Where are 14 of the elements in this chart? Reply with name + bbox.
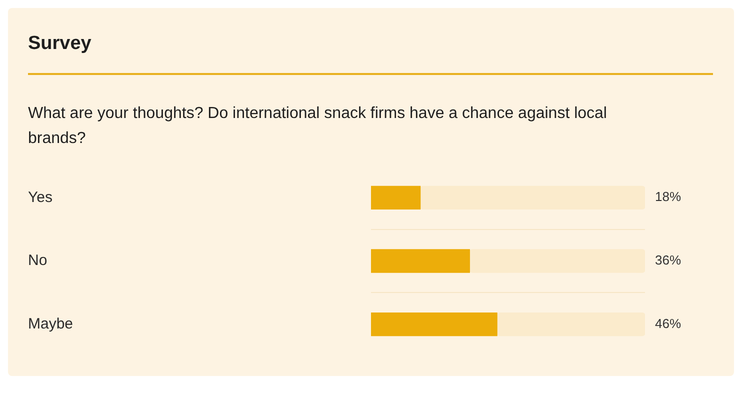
bar [469,249,645,273]
bar [496,312,645,336]
y-tick-label: Yes [28,188,52,206]
chart-subtitle: What are your thoughts? Do international snack firms have a chance against local brands? [28,104,608,149]
bar [371,312,498,336]
bar [371,186,421,210]
bar [420,186,645,210]
text: Survey [28,33,92,55]
y-tick-label: Maybe [28,315,74,332]
bar [371,249,470,273]
y-tick-label: No [28,252,48,270]
data-label: 18% [655,189,682,204]
data-label: 46% [655,316,682,331]
data-label: 36% [655,252,682,268]
